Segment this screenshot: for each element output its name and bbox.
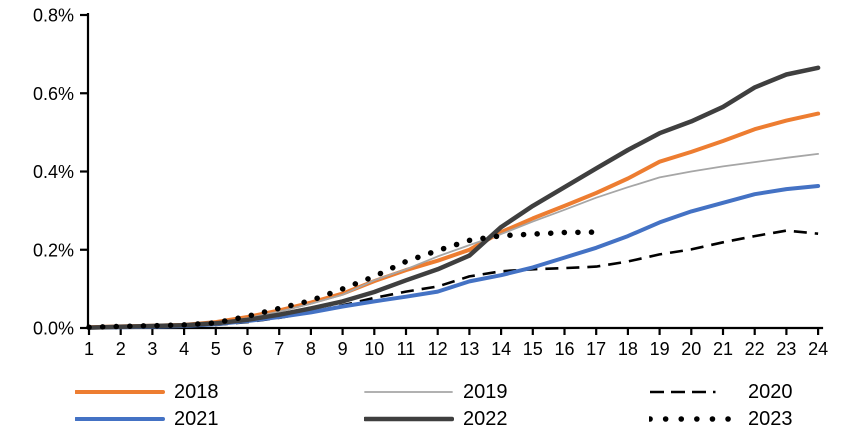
- legend-label: 2018: [174, 381, 219, 403]
- x-tick-label: 13: [459, 339, 479, 359]
- y-tick-label: 0.4%: [33, 162, 74, 182]
- legend-line-sample-2018: [75, 390, 165, 394]
- y-tick-label: 0.0%: [33, 319, 74, 339]
- x-tick-label: 16: [554, 339, 574, 359]
- legend-line-sample-2020: [650, 390, 737, 394]
- x-tick-label: 6: [242, 339, 252, 359]
- chart-legend: 2018 2019 2020 2021 2022 2023: [0, 0, 852, 430]
- x-tick-label: 3: [147, 339, 157, 359]
- x-tick-label: 21: [713, 339, 733, 359]
- legend-line-sample-2021: [75, 417, 165, 421]
- series-line-2022: [86, 65, 821, 330]
- y-tick-label: 0.6%: [33, 84, 74, 104]
- legend-item-2018: 2018: [75, 379, 219, 405]
- series-line-2020: [88, 229, 819, 329]
- x-tick-label: 15: [523, 339, 543, 359]
- x-tick-label: 10: [364, 339, 384, 359]
- x-tick-label: 14: [491, 339, 511, 359]
- legend-label: 2019: [463, 381, 508, 403]
- legend-label: 2023: [748, 408, 793, 430]
- x-tick-label: 2: [116, 339, 126, 359]
- x-tick-label: 5: [211, 339, 221, 359]
- legend-label: 2020: [748, 381, 793, 403]
- legend-label: 2021: [174, 408, 219, 430]
- x-tick-label: 22: [745, 339, 765, 359]
- x-tick-label: 20: [681, 339, 701, 359]
- x-tick-label: 11: [397, 339, 416, 359]
- x-tick-label: 19: [650, 339, 670, 359]
- legend-item-2020: 2020: [649, 379, 793, 405]
- series-line-2023: [86, 229, 599, 330]
- x-tick-label: 18: [618, 339, 638, 359]
- y-tick-label: 0.8%: [33, 6, 74, 26]
- x-tick-label: 17: [586, 339, 606, 359]
- legend-item-2023: 2023: [649, 406, 793, 432]
- x-tick-label: 9: [338, 339, 348, 359]
- x-tick-label: 1: [84, 339, 94, 359]
- legend-item-2019: 2019: [364, 379, 508, 405]
- legend-line-sample-2022: [364, 416, 454, 422]
- plot-area: 0.0%0.2%0.4%0.6%0.8%1 2 3 4 5 6 7 8 9 10 11 12 13 14 1…: [33, 6, 828, 360]
- x-tick-label: 7: [274, 339, 284, 359]
- series-line-2019: [88, 153, 819, 329]
- legend-line-sample-2019: [364, 391, 453, 393]
- y-tick-label: 0.2%: [33, 240, 74, 260]
- x-tick-label: 24: [808, 339, 828, 359]
- series-line-2018: [87, 111, 821, 330]
- legend-item-2021: 2021: [75, 406, 219, 432]
- x-tick-label: 8: [306, 339, 316, 359]
- x-tick-label: 4: [179, 339, 189, 359]
- legend-line-sample-2023: [649, 416, 739, 422]
- legend-item-2022: 2022: [364, 406, 508, 432]
- legend-label: 2022: [463, 408, 508, 430]
- x-tick-label: 23: [776, 339, 796, 359]
- x-tick-label: 12: [428, 339, 448, 359]
